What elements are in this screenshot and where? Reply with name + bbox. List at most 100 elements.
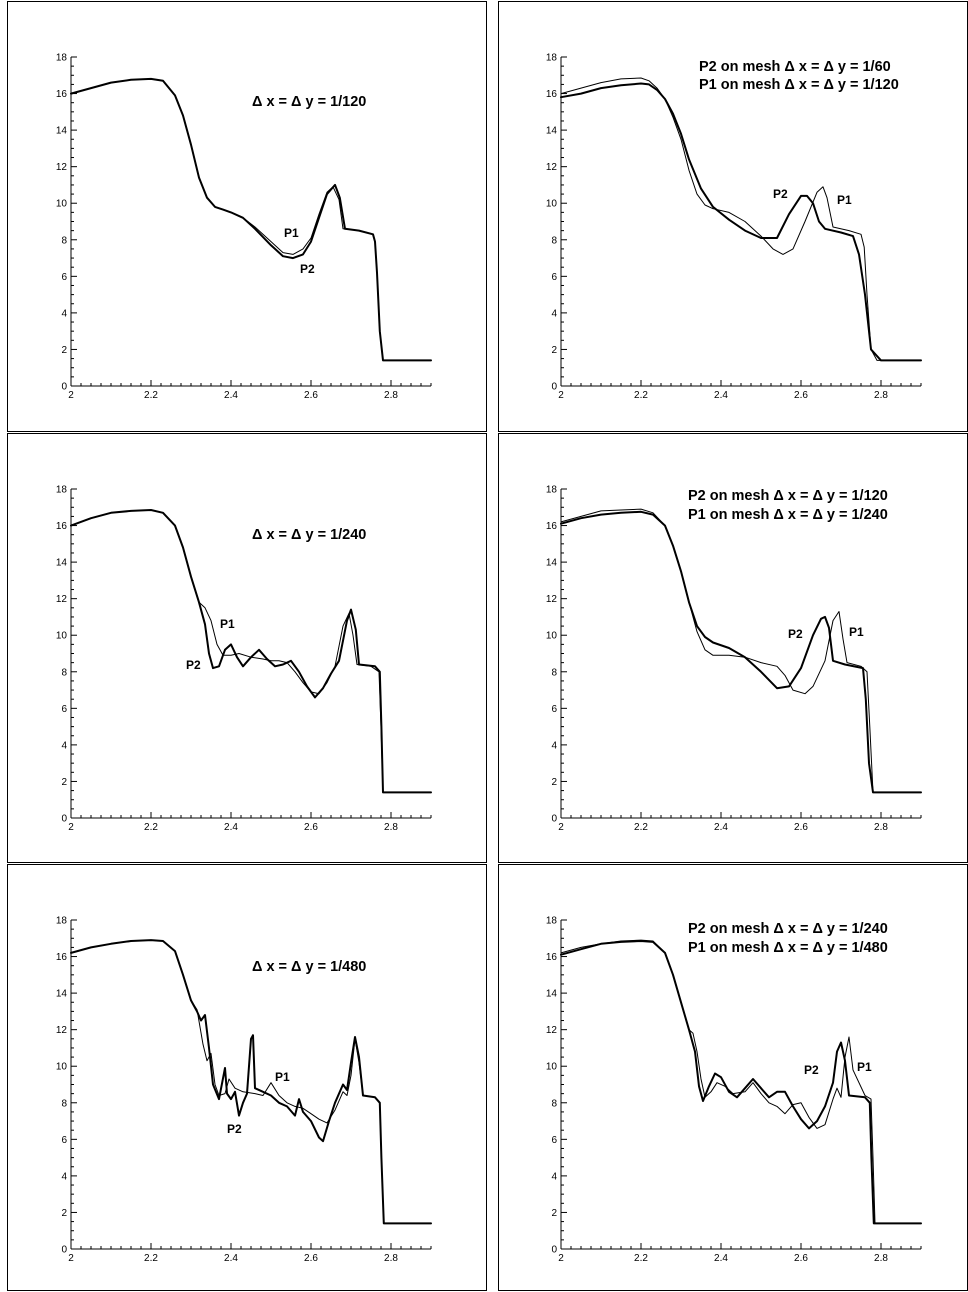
mesh-annotation-line1: P2 on mesh Δ x = Δ y = 1/120 bbox=[688, 488, 888, 504]
mesh-annotation-line2: P1 on mesh Δ x = Δ y = 1/120 bbox=[699, 77, 899, 93]
y-tick-label: 18 bbox=[546, 916, 558, 927]
y-tick-label: 2 bbox=[61, 345, 67, 356]
x-tick-label: 2.2 bbox=[634, 822, 648, 833]
curve-label-p1: P1 bbox=[284, 226, 299, 240]
x-tick-label: 2 bbox=[68, 1253, 74, 1264]
y-tick-label: 4 bbox=[61, 308, 67, 319]
y-tick-label: 12 bbox=[56, 1025, 68, 1036]
y-tick-label: 16 bbox=[546, 89, 558, 100]
y-tick-label: 2 bbox=[551, 777, 557, 788]
x-tick-label: 2.8 bbox=[384, 1253, 398, 1264]
x-tick-label: 2.4 bbox=[714, 390, 728, 401]
series-line-p1 bbox=[560, 508, 922, 793]
y-tick-label: 4 bbox=[551, 1171, 557, 1182]
curve-label-p1: P1 bbox=[837, 193, 852, 207]
mesh-annotation-line1: P2 on mesh Δ x = Δ y = 1/240 bbox=[688, 921, 888, 937]
y-tick-label: 6 bbox=[61, 272, 67, 283]
y-tick-label: 6 bbox=[61, 704, 67, 715]
curve-label-p1: P1 bbox=[275, 1070, 290, 1084]
y-tick-label: 10 bbox=[56, 199, 68, 210]
curve-label-p2: P2 bbox=[227, 1122, 242, 1136]
y-tick-label: 8 bbox=[551, 1098, 557, 1109]
y-tick-label: 14 bbox=[56, 558, 68, 569]
x-tick-label: 2 bbox=[558, 1253, 564, 1264]
x-tick-label: 2.6 bbox=[794, 390, 808, 401]
y-tick-label: 0 bbox=[551, 1245, 557, 1256]
panel-1-480: 0 2 4 6 8 10 12 14 16 18 2 2.2 2.4 2.6 2.8 Δ x = Δ y =… bbox=[7, 864, 487, 1291]
y-tick-label: 16 bbox=[546, 952, 558, 963]
panel-1-240: 0 2 4 6 8 10 12 14 16 18 2 2.2 2.4 2.6 2.8 Δ x = Δ y =… bbox=[7, 433, 487, 863]
y-tick-label: 4 bbox=[551, 308, 557, 319]
y-tick-label: 18 bbox=[546, 53, 558, 64]
x-tick-label: 2.6 bbox=[794, 1253, 808, 1264]
mesh-annotation: Δ x = Δ y = 1/120 bbox=[252, 94, 367, 110]
y-tick-label: 14 bbox=[546, 558, 558, 569]
curve-label-p2: P2 bbox=[788, 627, 803, 641]
y-tick-label: 18 bbox=[56, 485, 68, 496]
x-tick-label: 2 bbox=[558, 390, 564, 401]
y-tick-label: 16 bbox=[56, 521, 68, 532]
y-tick-label: 10 bbox=[56, 631, 68, 642]
y-tick-label: 16 bbox=[56, 952, 68, 963]
x-tick-label: 2.2 bbox=[144, 822, 158, 833]
x-tick-label: 2.2 bbox=[144, 390, 158, 401]
y-tick-label: 16 bbox=[546, 521, 558, 532]
y-tick-label: 0 bbox=[551, 382, 557, 393]
mesh-annotation-line2: P1 on mesh Δ x = Δ y = 1/480 bbox=[688, 940, 888, 956]
x-tick-label: 2.2 bbox=[634, 390, 648, 401]
series-line-p2 bbox=[560, 510, 922, 794]
y-tick-label: 12 bbox=[56, 162, 68, 173]
y-tick-label: 0 bbox=[61, 382, 67, 393]
y-tick-label: 4 bbox=[551, 740, 557, 751]
panel-compare-240-480: 0 2 4 6 8 10 12 14 16 18 2 2.2 2.4 2.6 2.8 P2 on mesh … bbox=[498, 864, 968, 1291]
x-tick-label: 2.4 bbox=[224, 1253, 238, 1264]
y-tick-label: 4 bbox=[61, 740, 67, 751]
series-line-p2 bbox=[70, 509, 432, 794]
y-tick-label: 2 bbox=[551, 345, 557, 356]
x-tick-label: 2.2 bbox=[634, 1253, 648, 1264]
panel-compare-60-120: 0 2 4 6 8 10 12 14 16 18 2 2.2 2.4 2.6 2.8 P2 on mesh … bbox=[498, 1, 968, 432]
series-line-p1 bbox=[70, 509, 432, 793]
y-tick-label: 0 bbox=[61, 814, 67, 825]
curve-label-p2: P2 bbox=[773, 187, 788, 201]
series-line-p1 bbox=[560, 77, 922, 361]
y-tick-label: 14 bbox=[56, 126, 68, 137]
x-tick-label: 2.4 bbox=[224, 822, 238, 833]
y-tick-label: 4 bbox=[61, 1171, 67, 1182]
y-tick-label: 12 bbox=[546, 162, 558, 173]
y-tick-label: 6 bbox=[551, 1135, 557, 1146]
x-tick-label: 2.6 bbox=[304, 822, 318, 833]
y-tick-label: 6 bbox=[551, 272, 557, 283]
curve-label-p1: P1 bbox=[857, 1060, 872, 1074]
panel-compare-120-240: 0 2 4 6 8 10 12 14 16 18 2 2.2 2.4 2.6 2.8 P2 on mesh … bbox=[498, 433, 968, 863]
y-tick-label: 12 bbox=[56, 594, 68, 605]
x-tick-label: 2 bbox=[558, 822, 564, 833]
curve-label-p1: P1 bbox=[220, 617, 235, 631]
y-tick-label: 0 bbox=[61, 1245, 67, 1256]
y-tick-label: 10 bbox=[546, 199, 558, 210]
y-tick-label: 6 bbox=[61, 1135, 67, 1146]
y-tick-label: 18 bbox=[56, 916, 68, 927]
x-tick-label: 2.8 bbox=[874, 1253, 888, 1264]
series-line-p2 bbox=[70, 939, 432, 1225]
x-tick-label: 2.2 bbox=[144, 1253, 158, 1264]
x-tick-label: 2.8 bbox=[874, 390, 888, 401]
mesh-annotation-line1: P2 on mesh Δ x = Δ y = 1/60 bbox=[699, 59, 891, 75]
curve-label-p2: P2 bbox=[186, 658, 201, 672]
y-tick-label: 8 bbox=[551, 667, 557, 678]
series-line-p2 bbox=[70, 77, 432, 362]
x-tick-label: 2.6 bbox=[304, 390, 318, 401]
x-tick-label: 2.8 bbox=[874, 822, 888, 833]
x-tick-label: 2 bbox=[68, 822, 74, 833]
y-tick-label: 14 bbox=[546, 989, 558, 1000]
x-tick-label: 2 bbox=[68, 390, 74, 401]
mesh-annotation-line2: P1 on mesh Δ x = Δ y = 1/240 bbox=[688, 507, 888, 523]
y-tick-label: 12 bbox=[546, 1025, 558, 1036]
y-tick-label: 2 bbox=[551, 1208, 557, 1219]
mesh-annotation: Δ x = Δ y = 1/240 bbox=[252, 527, 367, 543]
